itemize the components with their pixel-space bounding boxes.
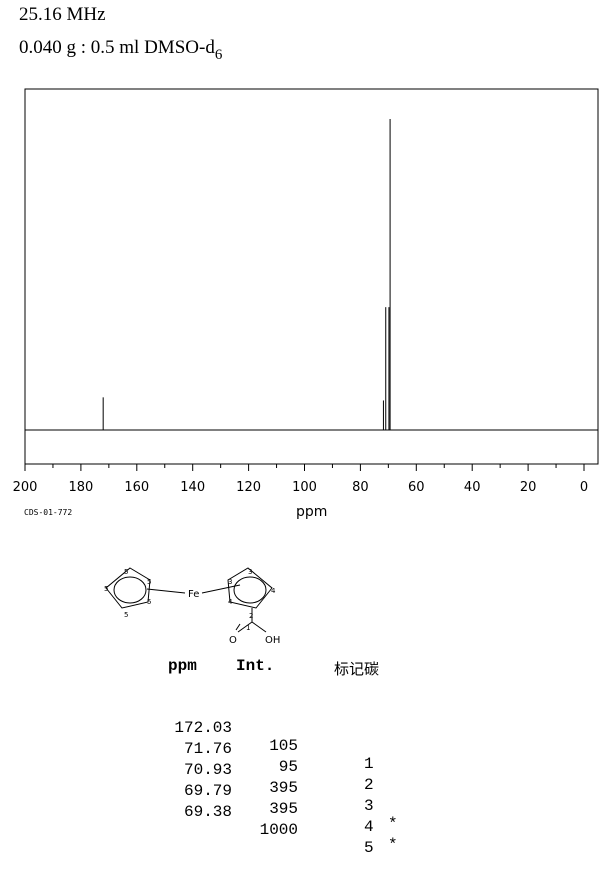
row-int: 1000 xyxy=(259,821,298,839)
x-tick-label: 80 xyxy=(352,480,369,495)
sample-label: 0.040 g : 0.5 ml DMSO-d6 xyxy=(19,37,222,64)
right-cp-ring xyxy=(227,567,273,633)
x-tick-label: 60 xyxy=(408,480,425,495)
spectrum-code: CDS-01-772 xyxy=(24,508,73,517)
bond-left-fe xyxy=(146,588,186,594)
label-c3-b: 3 xyxy=(228,578,232,586)
fe-atom: Fe xyxy=(188,589,199,600)
label-c5-d: 5 xyxy=(124,611,128,619)
label-c1: 1 xyxy=(246,624,250,632)
table-row: 70.93 395 3 * xyxy=(0,743,398,833)
plot-frame xyxy=(24,88,599,465)
sample-text: 0.040 g : 0.5 ml DMSO-d xyxy=(19,37,215,58)
ferrocene-carboxylic-acid-structure: 5 5 5 5 5 3 3 4 4 2 1 Fe O OH xyxy=(104,567,280,646)
label-c4-b: 4 xyxy=(271,587,276,595)
row-label: 5 xyxy=(364,839,374,857)
table-row: 69.38 1000 5 xyxy=(0,785,374,857)
frequency-label: 25.16 MHz xyxy=(19,4,106,25)
row-mark: * xyxy=(388,815,398,833)
row-ppm: 69.38 xyxy=(183,803,232,821)
x-tick-label: 40 xyxy=(464,480,481,495)
nmr-spectrum-chart: 200 180 160 140 120 100 80 60 40 20 0 xyxy=(13,88,599,495)
table-header-ppm: ppm xyxy=(168,657,197,675)
x-tick-label: 100 xyxy=(292,480,317,495)
label-c3-a: 3 xyxy=(248,568,252,576)
row-ppm: 69.79 xyxy=(183,782,232,800)
peak-lines xyxy=(102,119,391,430)
x-axis-ticks: 200 180 160 140 120 100 80 60 40 20 0 xyxy=(13,464,588,495)
x-tick-label: 180 xyxy=(68,480,93,495)
x-tick-label: 120 xyxy=(236,480,261,495)
row-int: 105 xyxy=(269,737,298,755)
table-row: 71.76 95 2 xyxy=(0,722,374,794)
table-header-int: Int. xyxy=(236,657,275,675)
x-axis-label: ppm xyxy=(296,504,328,520)
table-row: 172.03 105 1 xyxy=(0,701,373,773)
label-c5-e: 5 xyxy=(104,585,108,593)
sample-subscript: 6 xyxy=(214,47,223,63)
row-label: 3 xyxy=(364,797,374,815)
label-c5-b: 5 xyxy=(147,578,151,586)
row-ppm: 172.03 xyxy=(174,719,232,737)
row-label: 4 xyxy=(364,818,374,836)
row-int: 395 xyxy=(269,779,298,797)
label-c5-c: 5 xyxy=(147,598,151,606)
hydroxyl-group: OH xyxy=(265,635,280,646)
x-tick-label: 20 xyxy=(520,480,537,495)
label-c4-a: 4 xyxy=(228,598,233,606)
table-header-label: 标记碳 xyxy=(334,660,380,678)
row-label: 1 xyxy=(364,755,374,773)
carbonyl-oxygen: O xyxy=(229,635,237,646)
row-int: 395 xyxy=(269,800,298,818)
row-ppm: 70.93 xyxy=(183,761,232,779)
x-tick-label: 200 xyxy=(13,480,38,495)
ring-atom-labels: 5 5 5 5 5 3 3 4 4 2 1 xyxy=(104,568,276,632)
row-ppm: 71.76 xyxy=(183,740,232,758)
label-c5-a: 5 xyxy=(124,568,128,576)
row-int: 95 xyxy=(278,758,298,776)
x-tick-label: 140 xyxy=(180,480,205,495)
label-c2: 2 xyxy=(249,612,253,620)
table-row: 69.79 395 4 * xyxy=(0,764,398,854)
row-mark: * xyxy=(388,836,398,854)
x-tick-label: 0 xyxy=(580,480,588,495)
bond-right-fe xyxy=(201,584,241,594)
left-cp-ring xyxy=(105,567,151,609)
x-tick-label: 160 xyxy=(124,480,149,495)
row-label: 2 xyxy=(364,776,374,794)
